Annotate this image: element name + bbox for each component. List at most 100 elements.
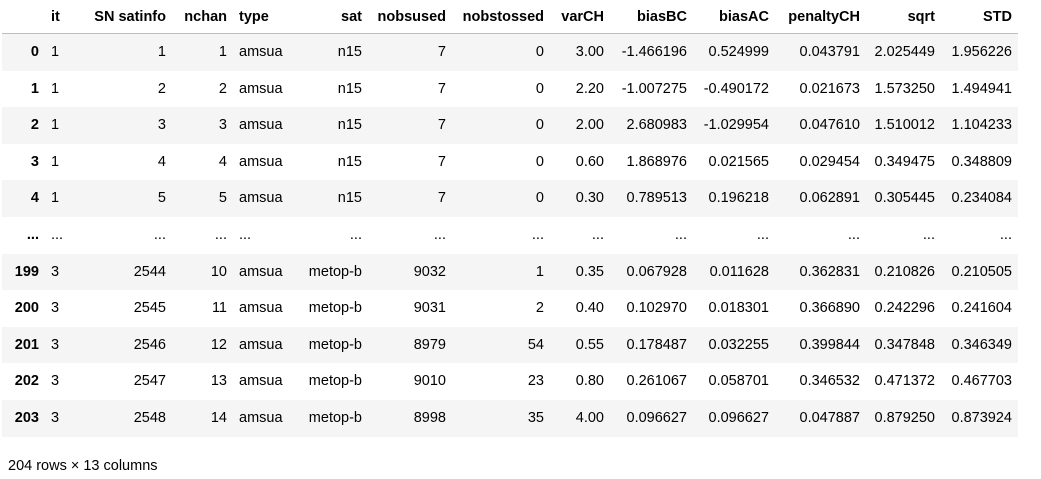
table-row: 203 3 2548 14 amsua metop-b 8998 35 4.00 0.096627… <box>2 399 1018 437</box>
table-cell: 0.789513 <box>626 190 687 207</box>
table-cell: 1.956226 <box>951 44 1012 60</box>
table-cell: 0.021673 <box>799 80 860 97</box>
table-cell: 2546 <box>133 336 166 353</box>
column-header: sat <box>293 0 368 34</box>
dataframe-table: it SN satinfo nchan type sat nobsused nobstoss… <box>2 0 1018 437</box>
table-cell: 1 <box>51 153 60 170</box>
table-cell: 0.242296 <box>874 300 935 317</box>
table-cell: 0.018301 <box>708 300 769 317</box>
table-cell: 0.011628 <box>709 263 769 280</box>
table-cell: 0 <box>535 153 544 170</box>
table-row: ........................................… <box>2 216 1018 254</box>
table-cell: 0.80 <box>575 373 604 390</box>
table-cell: 0.178487 <box>626 336 687 353</box>
row-index: 0 <box>30 44 39 60</box>
table-cell: 3 <box>51 373 60 390</box>
table-cell: ... <box>349 226 362 243</box>
table-cell: 0.40 <box>575 300 604 317</box>
table-cell: 1 <box>51 117 60 134</box>
table-cell: amsua <box>239 263 283 280</box>
row-index: 1 <box>30 80 39 97</box>
table-cell: amsua <box>239 409 283 426</box>
table-cell: 35 <box>527 409 544 426</box>
table-cell: 1 <box>51 44 60 60</box>
table-cell: ... <box>922 226 935 243</box>
table-cell: 2 <box>535 300 544 317</box>
table-cell: n15 <box>337 44 362 60</box>
table-cell: amsua <box>239 44 283 60</box>
table-cell: amsua <box>239 117 283 134</box>
table-cell: 4.00 <box>575 409 604 426</box>
table-cell: 0.366890 <box>799 300 860 317</box>
table-cell: amsua <box>239 190 283 207</box>
table-cell: 8998 <box>413 409 446 426</box>
table-cell: ... <box>674 226 687 243</box>
table-cell: -1.007275 <box>621 80 687 97</box>
table-cell: 13 <box>210 373 227 390</box>
table-cell: amsua <box>239 153 283 170</box>
table-cell: ... <box>847 226 860 243</box>
row-index: ... <box>26 226 39 243</box>
table-cell: 14 <box>210 409 227 426</box>
table-cell: 0.021565 <box>708 153 769 170</box>
table-cell: 1 <box>535 263 544 280</box>
row-index: 202 <box>14 373 39 390</box>
table-cell: 3 <box>51 336 60 353</box>
table-cell: 9010 <box>413 373 446 390</box>
table-cell: 10 <box>210 263 227 280</box>
table-cell: 12 <box>210 336 227 353</box>
table-cell: 7 <box>437 153 446 170</box>
table-cell: 0.234084 <box>951 190 1012 207</box>
table-cell: 4 <box>157 153 166 170</box>
column-header: sqrt <box>866 0 941 34</box>
table-row: 199 3 2544 10 amsua metop-b 9032 1 0.35 0.067928 0… <box>2 253 1018 291</box>
row-index: 4 <box>30 190 39 207</box>
table-cell: 0.55 <box>575 336 604 353</box>
table-cell: metop-b <box>308 373 362 390</box>
table-cell: 1 <box>51 190 60 207</box>
column-header: SN satinfo <box>77 0 172 34</box>
column-header: nobstossed <box>452 0 550 34</box>
table-row: 202 3 2547 13 amsua metop-b 9010 23 0.80 0.261067… <box>2 363 1018 400</box>
table-cell: 0.873924 <box>951 409 1012 426</box>
table-cell: 2545 <box>133 300 166 317</box>
table-cell: 0 <box>535 44 544 60</box>
table-cell: ... <box>756 226 769 243</box>
table-cell: metop-b <box>308 336 362 353</box>
table-cell: metop-b <box>308 300 362 317</box>
table-cell: amsua <box>239 300 283 317</box>
table-cell: 2544 <box>133 263 166 280</box>
table-cell: -1.466196 <box>621 44 687 60</box>
table-cell: 0.241604 <box>951 300 1012 317</box>
table-cell: ... <box>153 226 166 243</box>
table-cell: 0.30 <box>575 190 604 207</box>
table-cell: 0.348809 <box>951 153 1012 170</box>
table-cell: -0.490172 <box>703 80 769 97</box>
table-row: 1 1 2 2 amsua n15 7 0 2.20 -1.007275 -0.490172 0.02… <box>2 70 1018 108</box>
table-cell: 9031 <box>413 300 446 317</box>
table-cell: 2.025449 <box>874 44 935 60</box>
column-header: nchan <box>172 0 233 34</box>
table-cell: ... <box>591 226 604 243</box>
table-cell: 0.471372 <box>874 373 935 390</box>
table-cell: 3 <box>218 117 227 134</box>
table-cell: ... <box>531 226 544 243</box>
table-cell: 0.047610 <box>799 117 860 134</box>
table-cell: 0.305445 <box>874 190 935 207</box>
table-cell: n15 <box>337 80 362 97</box>
column-header: biasAC <box>693 0 775 34</box>
table-cell: 3 <box>51 263 60 280</box>
table-cell: 0.467703 <box>951 373 1012 390</box>
table-cell: 0 <box>535 117 544 134</box>
table-cell: 0.210826 <box>874 263 935 280</box>
table-cell: 1 <box>51 80 60 97</box>
table-cell: 0.60 <box>575 153 604 170</box>
table-cell: 7 <box>437 44 446 60</box>
row-index: 3 <box>30 153 39 170</box>
table-cell: 1 <box>218 44 227 60</box>
table-cell: n15 <box>337 153 362 170</box>
table-cell: 0.524999 <box>708 44 769 60</box>
table-cell: 1 <box>157 44 166 60</box>
column-header: STD <box>941 0 1018 34</box>
